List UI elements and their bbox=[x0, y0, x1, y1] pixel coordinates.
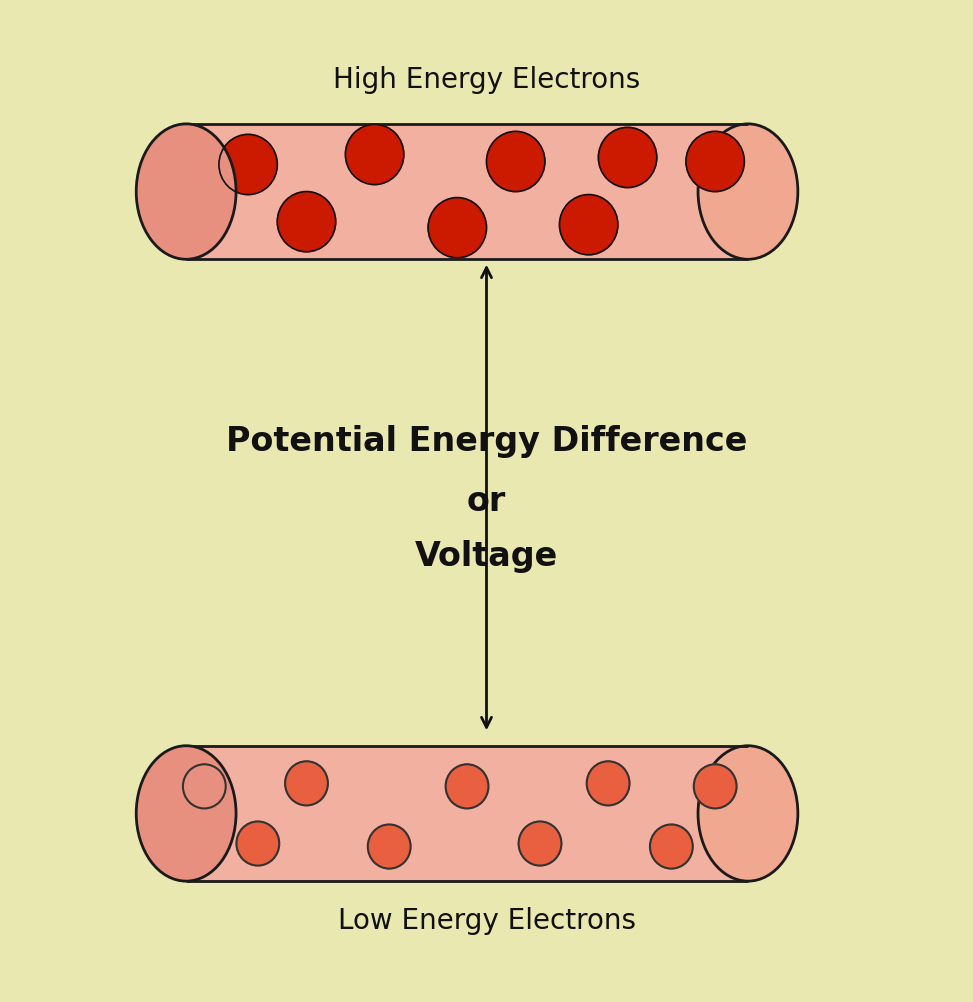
Text: High Energy Electrons: High Energy Electrons bbox=[333, 66, 640, 94]
Ellipse shape bbox=[698, 745, 798, 882]
Circle shape bbox=[428, 198, 486, 259]
Ellipse shape bbox=[136, 124, 236, 260]
Circle shape bbox=[559, 195, 618, 256]
Circle shape bbox=[236, 822, 279, 866]
Ellipse shape bbox=[136, 745, 236, 882]
Circle shape bbox=[345, 125, 404, 185]
Text: Potential Energy Difference: Potential Energy Difference bbox=[226, 425, 747, 457]
Circle shape bbox=[519, 822, 561, 866]
Text: or: or bbox=[467, 485, 506, 517]
Circle shape bbox=[598, 128, 657, 188]
Circle shape bbox=[486, 132, 545, 192]
Bar bbox=[186, 745, 748, 882]
Circle shape bbox=[277, 192, 336, 253]
Circle shape bbox=[285, 762, 328, 806]
Circle shape bbox=[446, 765, 488, 809]
Text: Low Energy Electrons: Low Energy Electrons bbox=[338, 906, 635, 934]
Bar bbox=[186, 124, 748, 260]
Circle shape bbox=[686, 132, 744, 192]
Ellipse shape bbox=[698, 124, 798, 260]
Circle shape bbox=[694, 765, 737, 809]
Circle shape bbox=[587, 762, 630, 806]
Circle shape bbox=[219, 135, 277, 195]
Circle shape bbox=[183, 765, 226, 809]
Text: Voltage: Voltage bbox=[414, 540, 559, 572]
Circle shape bbox=[650, 825, 693, 869]
Circle shape bbox=[368, 825, 411, 869]
